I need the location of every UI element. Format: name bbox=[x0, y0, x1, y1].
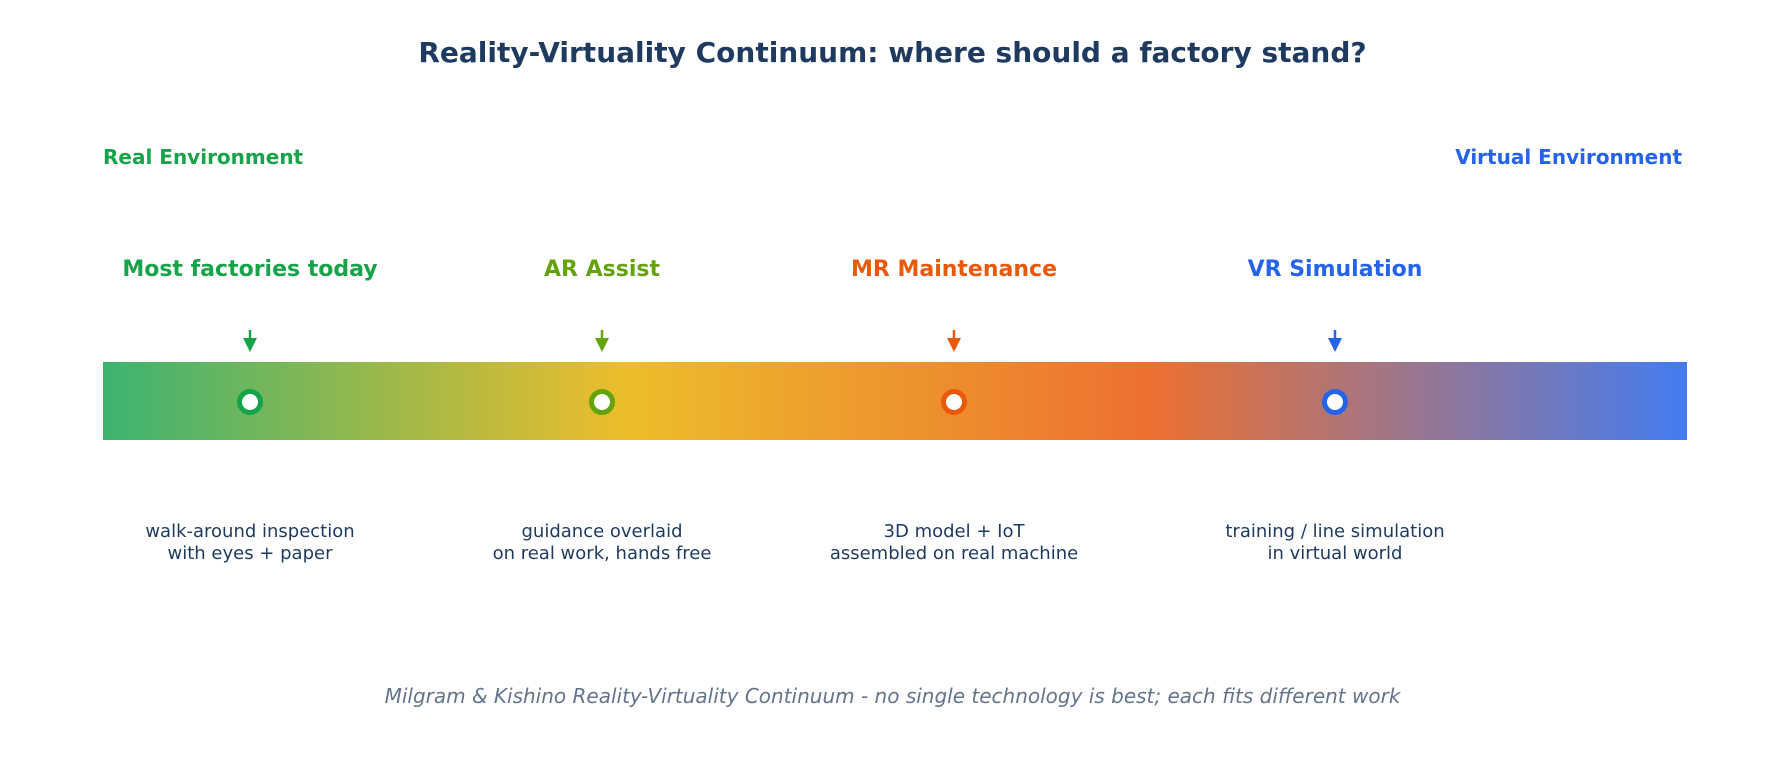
continuum-gradient-bar bbox=[103, 362, 1687, 440]
description-line: on real work, hands free bbox=[492, 543, 712, 564]
marker-title-ar-assist: AR Assist bbox=[544, 257, 660, 282]
marker-description-ar-assist: guidance overlaid on real work, hands fr… bbox=[422, 521, 782, 565]
description-line: in virtual world bbox=[1267, 543, 1403, 564]
marker-title-vr-simulation: VR Simulation bbox=[1247, 257, 1423, 282]
description-line: assembled on real machine bbox=[829, 543, 1079, 564]
real-environment-label: Real Environment bbox=[103, 145, 304, 169]
marker-description-mr-maintenance: 3D model + IoT assembled on real machine bbox=[774, 521, 1134, 565]
virtual-environment-label: Virtual Environment bbox=[1455, 145, 1682, 169]
marker-description-vr-simulation: training / line simulation in virtual wo… bbox=[1155, 521, 1515, 565]
description-line: guidance overlaid bbox=[521, 521, 683, 542]
marker-dot-most-factories bbox=[237, 389, 263, 415]
description-line: 3D model + IoT bbox=[883, 521, 1025, 542]
marker-dot-ar-assist bbox=[589, 389, 615, 415]
down-arrow-icon bbox=[595, 330, 609, 352]
description-line: with eyes + paper bbox=[167, 543, 333, 564]
description-line: walk-around inspection bbox=[145, 521, 355, 542]
marker-title-mr-maintenance: MR Maintenance bbox=[850, 257, 1057, 282]
footer-caption: Milgram & Kishino Reality-Virtuality Con… bbox=[384, 684, 1401, 708]
down-arrow-icon bbox=[1328, 330, 1342, 352]
marker-description-most-factories: walk-around inspection with eyes + paper bbox=[70, 521, 430, 565]
down-arrow-icon bbox=[243, 330, 257, 352]
page-title: Reality-Virtuality Continuum: where shou… bbox=[418, 36, 1367, 69]
description-line: training / line simulation bbox=[1225, 521, 1445, 542]
marker-dot-mr-maintenance bbox=[941, 389, 967, 415]
marker-dot-vr-simulation bbox=[1322, 389, 1348, 415]
marker-title-most-factories: Most factories today bbox=[122, 257, 378, 282]
down-arrow-icon bbox=[947, 330, 961, 352]
